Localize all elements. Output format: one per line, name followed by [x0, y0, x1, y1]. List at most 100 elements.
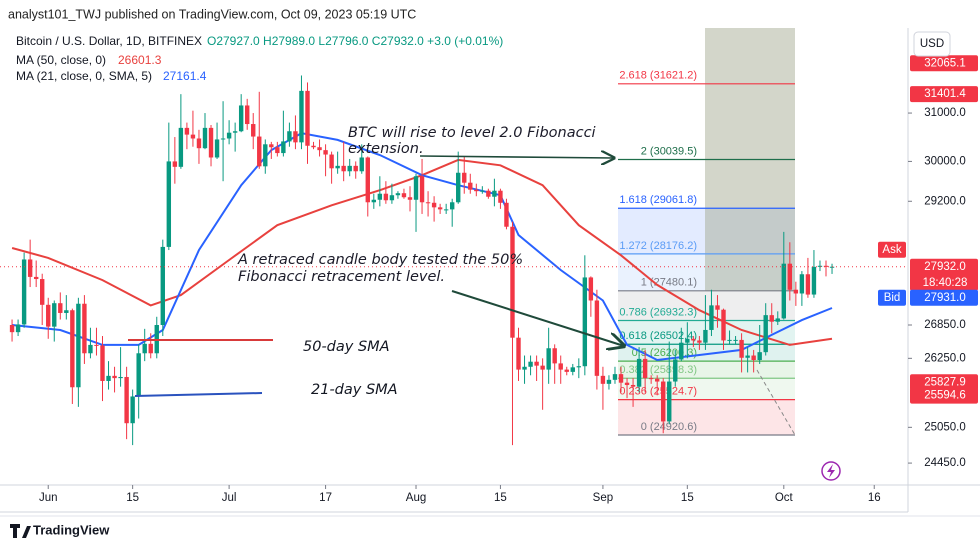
candle-body [287, 131, 292, 142]
candle-body [238, 105, 244, 132]
y-tick-label: 26850.0 [924, 319, 966, 331]
tag-label: Bid [884, 292, 901, 304]
price-label-box [910, 258, 978, 291]
candle-body [588, 277, 594, 301]
fib-label: 2.618 (31621.2) [619, 70, 697, 82]
candle-body [275, 147, 280, 154]
candle-body [456, 172, 461, 203]
candle-body [516, 337, 521, 370]
candle-body [178, 127, 184, 167]
candle-body [196, 138, 202, 149]
x-tick-label: Jun [39, 492, 58, 504]
candle-body [130, 396, 135, 424]
candle-body [365, 157, 370, 203]
candle-body [419, 176, 425, 203]
candle-body [751, 355, 756, 361]
candle-body [70, 310, 75, 388]
price-label-box [910, 289, 978, 306]
candle-body [648, 378, 654, 380]
arrow [419, 156, 614, 158]
annotation: extension. [348, 141, 424, 157]
tag-box [878, 241, 906, 258]
fib-label: 0.382 (25898.3) [619, 364, 697, 376]
candle-body [214, 139, 220, 158]
candle-body [673, 359, 678, 382]
x-tick-label: 15 [681, 492, 694, 504]
candle-body [534, 361, 539, 366]
candle-body [570, 367, 575, 372]
candle-body [799, 274, 805, 294]
candle-body [226, 132, 232, 139]
candle-body [667, 381, 672, 422]
candle-body [401, 193, 407, 198]
y-tick-label: 31000.0 [924, 107, 966, 119]
candle-body [124, 376, 129, 424]
candle-body [468, 182, 473, 190]
candle-body [630, 384, 636, 387]
candle-body [172, 161, 178, 167]
candle-body [763, 315, 768, 353]
sma-label: 21-day SMA [311, 382, 398, 398]
candle-body [64, 310, 69, 313]
candle-body [612, 374, 618, 380]
x-tick-label: Oct [775, 492, 794, 504]
candle-body [21, 259, 27, 325]
legend-entry: MA (21, close, 0, SMA, 5) [16, 69, 152, 83]
candle-body [733, 339, 738, 341]
price-axis-bg [908, 0, 980, 512]
symbol: Bitcoin / U.S. Dollar, 1D, BITFINEX [16, 34, 202, 48]
countdown: 18:40:28 [923, 277, 968, 289]
fib-label: 0 (24920.6) [641, 421, 697, 433]
candle-body [359, 157, 364, 172]
candle-body [88, 344, 93, 354]
candle-body [112, 375, 117, 379]
y-tick-label: 24450.0 [924, 457, 966, 469]
candle-body [636, 358, 642, 387]
candle-body [329, 154, 334, 169]
candle-body [347, 165, 352, 172]
candle-body [492, 190, 497, 197]
candle-body [486, 190, 491, 197]
candle-body [371, 199, 377, 203]
candle-body [727, 339, 732, 341]
plot-area: 2.618 (31621.2) 2 (30039.5) 1.618 (29061.8… [0, 28, 908, 446]
candle-body [498, 190, 503, 203]
candle-body [528, 361, 533, 367]
price-label: 32065.1 [924, 57, 966, 69]
candle-body [745, 355, 750, 358]
candle-body [582, 277, 588, 367]
x-tick-label: Jul [222, 492, 237, 504]
candle-body [27, 259, 33, 277]
candle-body [425, 202, 431, 204]
candle-body [775, 318, 780, 322]
brand: TradingView [33, 522, 110, 537]
alert-icon[interactable] [821, 461, 841, 481]
candle-body [160, 246, 165, 325]
candle-body [341, 165, 346, 172]
candle-body [691, 338, 696, 341]
fib-label: 1 (27480.1) [641, 277, 697, 289]
candle-body [52, 303, 57, 327]
candle-body [757, 352, 762, 361]
candle-body [474, 189, 479, 192]
annotation: A retraced candle body tested the 50% [237, 252, 523, 268]
arrow [451, 290, 624, 346]
candle-body [661, 381, 666, 422]
candle-body [46, 304, 51, 327]
candle-body [311, 145, 316, 148]
currency-button[interactable] [913, 31, 951, 57]
candle-body [389, 195, 395, 201]
candle-body [431, 202, 437, 208]
candle-body [76, 303, 81, 388]
candle-body [787, 263, 793, 290]
candle-body [323, 150, 328, 155]
candle-body [703, 329, 708, 343]
candle-body [805, 274, 811, 295]
candle-body [721, 309, 726, 341]
publisher: analyst101_TWJ published on TradingView.… [8, 7, 416, 21]
candle-body [220, 138, 226, 140]
candle-body [202, 127, 208, 149]
candle-body [709, 305, 714, 330]
candle-body [811, 266, 817, 295]
candle-body [251, 124, 256, 137]
